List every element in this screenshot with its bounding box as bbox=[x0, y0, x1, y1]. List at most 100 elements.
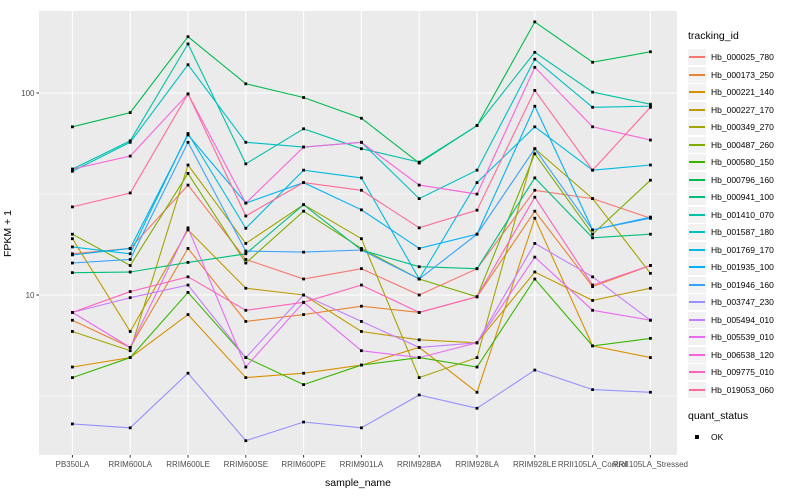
data-point bbox=[186, 291, 190, 294]
data-point bbox=[186, 133, 190, 137]
legend-key bbox=[688, 294, 706, 310]
data-point bbox=[360, 363, 363, 367]
data-point bbox=[186, 275, 190, 279]
legend-title-tracking-id: tracking_id bbox=[688, 30, 739, 42]
legend-key bbox=[688, 364, 706, 380]
legend-item-label: Hb_000941_100 bbox=[711, 192, 774, 202]
legend-item-label: Hb_001587_180 bbox=[711, 227, 774, 237]
data-point bbox=[591, 197, 594, 201]
data-point bbox=[649, 271, 652, 275]
data-point bbox=[71, 169, 74, 173]
data-point bbox=[649, 102, 652, 106]
data-point bbox=[475, 208, 479, 212]
legend-line-swatch-icon bbox=[689, 371, 705, 373]
y-axis-title: FPKM + 1 bbox=[2, 209, 14, 257]
data-point bbox=[244, 258, 248, 261]
legend-line-swatch-icon bbox=[689, 196, 705, 198]
data-point bbox=[475, 124, 479, 127]
x-tick-label: RRIM600LA bbox=[108, 460, 152, 469]
data-point bbox=[186, 140, 190, 144]
data-point bbox=[71, 261, 74, 265]
data-point bbox=[128, 258, 132, 261]
legend-key bbox=[688, 101, 706, 118]
plot-panel bbox=[39, 11, 677, 455]
data-point bbox=[475, 295, 479, 299]
legend-key bbox=[688, 259, 706, 275]
legend-item-label: Hb_005539_010 bbox=[711, 332, 774, 342]
data-point bbox=[186, 35, 190, 39]
x-tick-label: RRIM928BA bbox=[397, 460, 442, 469]
data-point bbox=[302, 127, 305, 131]
legend-item-Hb_000349_270: Hb_000349_270 bbox=[688, 119, 798, 135]
legend-line-swatch-icon bbox=[689, 336, 705, 338]
data-point bbox=[244, 439, 248, 443]
data-point bbox=[244, 320, 248, 323]
legend-item-label: Hb_000796_160 bbox=[711, 174, 774, 185]
legend-line-swatch-icon bbox=[689, 248, 705, 251]
legend-item-Hb_001410_070: Hb_001410_070 bbox=[688, 206, 798, 223]
data-point bbox=[360, 237, 363, 241]
data-point bbox=[591, 308, 594, 312]
data-point bbox=[360, 188, 363, 192]
data-point bbox=[71, 245, 74, 249]
data-point bbox=[649, 264, 652, 267]
data-point bbox=[360, 116, 363, 120]
data-point bbox=[475, 356, 479, 359]
legend-line-swatch-icon bbox=[689, 301, 705, 303]
data-point bbox=[649, 138, 652, 142]
data-point bbox=[475, 365, 479, 369]
data-point bbox=[128, 296, 132, 300]
data-point bbox=[533, 255, 537, 259]
data-point bbox=[533, 104, 537, 108]
data-point bbox=[533, 50, 537, 54]
data-point bbox=[649, 318, 652, 322]
y-tick-label: 100 bbox=[21, 89, 35, 98]
legend-item-Hb_000941_100: Hb_000941_100 bbox=[688, 189, 798, 205]
data-point bbox=[533, 216, 537, 220]
legend-item-ok: OK bbox=[688, 429, 798, 445]
legend-item-label: Hb_001935_100 bbox=[711, 262, 774, 272]
data-point bbox=[417, 346, 421, 349]
data-point bbox=[186, 283, 190, 287]
data-point bbox=[244, 162, 248, 166]
legend-item-label: Hb_003747_230 bbox=[711, 297, 774, 307]
data-point bbox=[533, 89, 537, 92]
legend-item-Hb_019053_060: Hb_019053_060 bbox=[688, 381, 798, 398]
data-point bbox=[302, 250, 305, 254]
data-point bbox=[71, 271, 74, 275]
data-point bbox=[128, 264, 132, 267]
data-point bbox=[244, 252, 248, 256]
data-point bbox=[71, 125, 74, 129]
data-point bbox=[649, 356, 652, 359]
legend-item-label: Hb_000173_250 bbox=[711, 69, 774, 80]
legend-item-label: Hb_006538_120 bbox=[711, 349, 774, 360]
data-point bbox=[591, 285, 594, 289]
data-point bbox=[71, 253, 74, 257]
data-point bbox=[302, 293, 305, 297]
legend-item-Hb_005539_010: Hb_005539_010 bbox=[688, 329, 798, 345]
data-point bbox=[475, 192, 479, 196]
legend-item-Hb_001769_170: Hb_001769_170 bbox=[688, 241, 798, 258]
data-point bbox=[649, 390, 652, 394]
data-point bbox=[417, 183, 421, 187]
data-point bbox=[302, 371, 305, 375]
data-point bbox=[591, 105, 594, 109]
data-point bbox=[186, 132, 190, 135]
data-point bbox=[302, 96, 305, 99]
data-point bbox=[475, 406, 479, 410]
data-point bbox=[360, 247, 363, 250]
legend-key bbox=[688, 136, 706, 153]
x-tick-label: RRIM600LE bbox=[166, 460, 210, 469]
data-point bbox=[244, 286, 248, 290]
data-point bbox=[244, 214, 248, 218]
data-point bbox=[186, 42, 190, 46]
data-point bbox=[591, 388, 594, 392]
data-point bbox=[533, 147, 537, 151]
legend-line-swatch-icon bbox=[689, 91, 705, 93]
data-point bbox=[533, 188, 537, 192]
legend-key bbox=[688, 206, 706, 223]
data-point bbox=[649, 50, 652, 54]
data-point bbox=[591, 275, 594, 279]
x-tick-label: RRIM928LA bbox=[455, 460, 499, 469]
legend-key bbox=[688, 84, 706, 100]
